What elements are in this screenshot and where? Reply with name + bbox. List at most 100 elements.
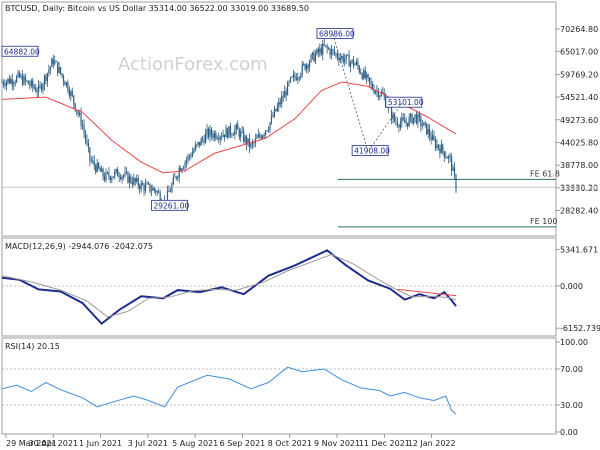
candle-body — [11, 79, 13, 85]
candle-body — [310, 54, 312, 63]
candle-body — [124, 171, 126, 176]
candle-body — [174, 176, 176, 178]
candle-body — [393, 114, 396, 122]
candle-body — [180, 168, 182, 172]
candle-body — [243, 131, 245, 142]
macd-tick-label: 5341.671 — [560, 245, 598, 254]
candle-body — [46, 73, 48, 82]
candle-body — [81, 125, 84, 126]
candle-body — [86, 140, 88, 143]
candle-body — [308, 62, 311, 68]
candle-body — [29, 84, 31, 86]
price-y-axis: 70264.80 65017.00 59769.20 54521.40 49273.60… — [556, 25, 598, 216]
candle-body — [415, 114, 418, 124]
candle-body — [440, 144, 442, 154]
candle-body — [149, 183, 151, 192]
candle-body — [125, 171, 128, 173]
candle-body — [405, 122, 407, 124]
candle-body — [111, 177, 113, 181]
candle-body — [115, 169, 117, 172]
candle-body — [367, 74, 369, 78]
candle-body — [221, 136, 223, 138]
candle-body — [14, 82, 16, 84]
candle-body — [270, 115, 273, 123]
candle-body — [93, 160, 95, 166]
candle-body — [399, 122, 401, 128]
fibonacci-level-label: FE 100 — [530, 217, 557, 226]
candle-body — [244, 136, 246, 142]
candle-body — [80, 112, 82, 126]
candle-body — [55, 61, 57, 62]
candle-body — [289, 77, 292, 82]
candle-body — [430, 136, 432, 141]
candle-body — [112, 176, 114, 178]
candle-body — [327, 48, 330, 50]
candle-body — [121, 176, 123, 180]
candle-body — [54, 61, 56, 65]
candle-body — [267, 129, 270, 131]
candle-body — [349, 62, 352, 67]
candle-body — [434, 139, 437, 148]
price-label-text: 29261.00 — [153, 201, 189, 210]
candle-body — [102, 168, 104, 177]
candle-body — [105, 172, 107, 181]
candle-body — [158, 191, 160, 193]
candle-body — [141, 183, 144, 186]
candle-body — [374, 91, 377, 93]
price-label-text: 64882.00 — [4, 47, 40, 56]
candle-body — [18, 72, 21, 78]
candle-body — [153, 188, 155, 191]
candle-body — [291, 76, 293, 78]
candle-body — [42, 84, 44, 90]
candle-body — [90, 160, 92, 162]
candle-body — [30, 80, 32, 86]
candle-body — [20, 75, 22, 78]
price-label-box — [316, 28, 354, 39]
candle-body — [144, 184, 147, 191]
candle-body — [285, 91, 287, 96]
candle-body — [118, 176, 120, 178]
price-label-box — [1, 45, 39, 57]
x-tick-label: 30 Apr 2021 — [29, 439, 78, 448]
x-tick-label: 5 Aug 2021 — [172, 439, 218, 448]
rsi-tick-label: 100.00 — [560, 338, 588, 347]
candle-body — [51, 58, 53, 67]
candle-body — [199, 141, 201, 146]
candle-body — [194, 145, 196, 151]
price-tick-label: 44025.80 — [560, 138, 598, 147]
candle-body — [77, 111, 79, 115]
x-tick-label: 8 Oct 2021 — [268, 439, 312, 448]
candle-body — [213, 132, 215, 138]
candle-body — [338, 57, 340, 61]
candle-body — [168, 190, 170, 192]
candle-body — [256, 137, 258, 139]
candle-body — [342, 56, 344, 62]
candle-body — [295, 77, 297, 80]
candle-body — [451, 156, 453, 171]
candle-body — [202, 138, 204, 140]
candle-body — [228, 126, 230, 138]
x-tick-label: 1 Jun 2021 — [79, 439, 122, 448]
candle-body — [231, 134, 233, 136]
candle-body — [156, 191, 158, 193]
candle-body — [87, 142, 90, 148]
candle-body — [241, 131, 243, 132]
candle-body — [250, 143, 252, 148]
candle-body — [446, 157, 448, 159]
candle-body — [448, 156, 450, 159]
candle-body — [333, 50, 336, 54]
macd-y-axis: 5341.671 0.000 -6152.739 — [2, 245, 600, 333]
candle-body — [345, 54, 347, 60]
candle-body — [215, 132, 217, 139]
candle-body — [4, 84, 6, 87]
macd-tick-label: -6152.739 — [560, 324, 600, 333]
candle-body — [254, 138, 256, 143]
candle-body — [311, 52, 314, 55]
candle-body — [240, 131, 242, 138]
candle-body — [297, 77, 299, 80]
candle-body — [414, 114, 416, 118]
candle-body — [437, 144, 440, 148]
candle-body — [325, 45, 327, 47]
candle-body — [436, 144, 438, 148]
candle-body — [421, 125, 423, 127]
